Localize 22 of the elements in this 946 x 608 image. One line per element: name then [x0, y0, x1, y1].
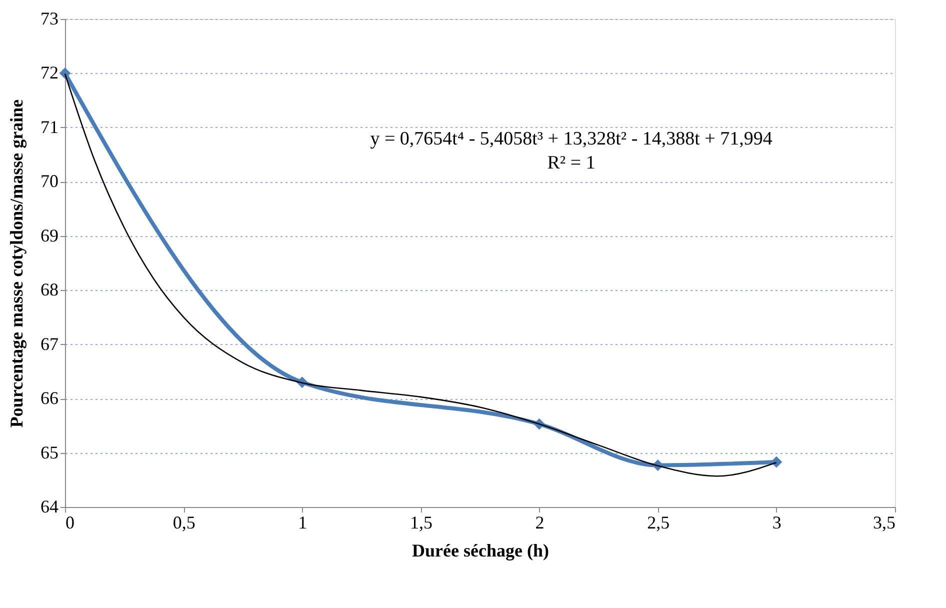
- y-tick-label: 66: [40, 388, 58, 408]
- x-tick-label: 0: [66, 512, 74, 532]
- x-tick-label: 3: [772, 512, 782, 532]
- y-tick-label: 65: [40, 442, 58, 462]
- y-axis-title: Pourcentage masse cotyldons/masse graine: [6, 99, 26, 428]
- x-axis-title: Durée séchage (h): [412, 540, 549, 560]
- y-tick-label: 73: [40, 8, 58, 28]
- y-tick-label: 67: [40, 334, 58, 354]
- x-tick-label: 2: [535, 512, 544, 532]
- x-tick-label: 2,5: [647, 512, 670, 532]
- x-tick-label: 0,5: [172, 512, 196, 532]
- y-tick-label: 64: [40, 496, 58, 516]
- y-tick-label: 69: [40, 225, 58, 246]
- y-tick-label: 71: [40, 116, 58, 137]
- x-tick-label: 1: [298, 512, 308, 532]
- x-tick-label: 1,5: [410, 512, 432, 532]
- y-tick-label: 72: [40, 62, 58, 83]
- annotation: R² = 1: [547, 152, 596, 174]
- y-tick-label: 70: [40, 171, 58, 192]
- y-tick-label: 68: [40, 280, 58, 300]
- x-tick-label: 3,5: [873, 512, 896, 532]
- annotation: y = 0,7654t⁴ - 5,4058t³ + 13,328t² - 14,388t + 71,994: [370, 128, 773, 150]
